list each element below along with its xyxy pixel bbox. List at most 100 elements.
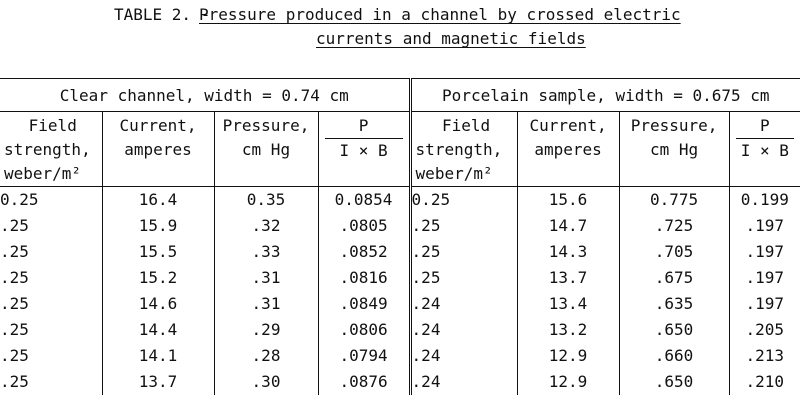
cell-p-ratio: .0849 <box>318 291 412 317</box>
cell-current: 12.9 <box>517 343 620 369</box>
col-header-pressure-line: Pressure, <box>222 116 310 135</box>
col-header-p-ratio: P I × B <box>729 111 800 187</box>
cell-pressure: .705 <box>619 239 730 265</box>
cell-pressure: .635 <box>619 291 730 317</box>
cell-p-ratio: .197 <box>745 216 785 235</box>
cell-field-strength: .25 <box>410 239 518 265</box>
cell-pressure: .28 <box>214 343 319 369</box>
col-header-field-line: weber/m² <box>415 164 493 183</box>
col-header-field-line: weber/m² <box>4 164 82 183</box>
col-header-pressure-line: cm Hg <box>241 140 291 159</box>
cell-field-strength: 0.25 <box>0 186 103 213</box>
cell-current: 13.2 <box>517 317 620 343</box>
cell-pressure: .675 <box>619 265 730 291</box>
col-header-field-line: strength, <box>415 140 503 159</box>
cell-current: 14.7 <box>517 213 620 239</box>
cell-field-strength: .24 <box>410 291 518 317</box>
col-header-pressure: Pressure, cm Hg <box>214 111 319 187</box>
col-header-field-line: Field <box>28 116 77 135</box>
cell-current: 13.7 <box>517 265 620 291</box>
cell-pressure: .33 <box>214 239 319 265</box>
col-header-current-line: amperes <box>124 140 192 159</box>
cell-current: 14.6 <box>102 291 215 317</box>
p-ratio-denominator: I × B <box>740 141 789 160</box>
cell-p-ratio: .0805 <box>318 213 412 239</box>
cell-current: 16.4 <box>102 186 215 213</box>
table-caption-part-2: currents and magnetic fields <box>316 29 586 48</box>
cell-p-ratio: .197 <box>745 268 785 287</box>
cell-current: 14.4 <box>102 317 215 343</box>
col-header-current: Current, amperes <box>517 111 620 187</box>
pressure-table: Clear channel, width = 0.74 cm Porcelain… <box>0 78 800 395</box>
cell-field-strength: .25 <box>0 265 103 291</box>
cell-field-strength: .25 <box>410 213 518 239</box>
col-header-field-line: Field <box>441 116 491 135</box>
cell-field-strength: .24 <box>410 369 518 395</box>
cell-pressure: 0.775 <box>619 186 730 213</box>
cell-field-strength: .24 <box>410 343 518 369</box>
cell-current: 15.6 <box>517 186 620 213</box>
cell-field-strength: .25 <box>0 317 103 343</box>
cell-field-strength: .25 <box>410 265 518 291</box>
cell-pressure: .31 <box>214 265 319 291</box>
cell-p-ratio: 0.0854 <box>318 186 412 213</box>
cell-current: 15.9 <box>102 213 215 239</box>
table-number: TABLE 2. - <box>114 5 211 24</box>
table-row: .25 14.1 .28 .0794 .24 12.9 .660 .213 <box>0 343 800 369</box>
cell-current: 15.2 <box>102 265 215 291</box>
group-header-clear-channel: Clear channel, width = 0.74 cm <box>0 78 412 112</box>
cell-p-ratio: .210 <box>745 372 785 391</box>
col-header-current-line: Current, <box>119 116 197 135</box>
cell-pressure: 0.35 <box>214 186 319 213</box>
col-header-current: Current, amperes <box>102 111 215 187</box>
cell-pressure: .32 <box>214 213 319 239</box>
p-ratio-denominator: I × B <box>339 141 388 160</box>
p-ratio-numerator: P <box>324 114 403 139</box>
cell-field-strength: .24 <box>410 317 518 343</box>
cell-pressure: .660 <box>619 343 730 369</box>
cell-pressure: .650 <box>619 369 730 395</box>
col-header-pressure: Pressure, cm Hg <box>619 111 730 187</box>
cell-current: 14.3 <box>517 239 620 265</box>
col-header-p-ratio: P I × B <box>318 111 412 187</box>
table-row: 0.25 16.4 0.35 0.0854 0.25 15.6 0.775 0.… <box>0 186 800 213</box>
cell-current: 15.5 <box>102 239 215 265</box>
cell-field-strength: .25 <box>0 369 103 395</box>
cell-pressure: .725 <box>619 213 730 239</box>
table-row: .25 14.4 .29 .0806 .24 13.2 .650 .205 <box>0 317 800 343</box>
cell-p-ratio: 0.199 <box>740 190 789 209</box>
cell-current: 14.1 <box>102 343 215 369</box>
cell-current: 13.4 <box>517 291 620 317</box>
cell-field-strength: .25 <box>0 213 103 239</box>
cell-current: 13.7 <box>102 369 215 395</box>
cell-field-strength: 0.25 <box>410 186 518 213</box>
table-row: .25 14.6 .31 .0849 .24 13.4 .635 .197 <box>0 291 800 317</box>
cell-pressure: .31 <box>214 291 319 317</box>
cell-pressure: .30 <box>214 369 319 395</box>
cell-p-ratio: .205 <box>745 320 785 339</box>
table-caption-part-1: Pressure produced in a channel by crosse… <box>199 5 681 24</box>
cell-pressure: .650 <box>619 317 730 343</box>
table-row: .25 15.9 .32 .0805 .25 14.7 .725 .197 <box>0 213 800 239</box>
cell-current: 12.9 <box>517 369 620 395</box>
cell-p-ratio: .0852 <box>318 239 412 265</box>
group-header-porcelain-sample: Porcelain sample, width = 0.675 cm <box>410 78 800 112</box>
col-header-field-line: strength, <box>4 140 91 159</box>
cell-p-ratio: .0794 <box>318 343 412 369</box>
cell-p-ratio: .0816 <box>318 265 412 291</box>
cell-p-ratio: .197 <box>745 242 785 261</box>
table-row: .25 15.2 .31 .0816 .25 13.7 .675 .197 <box>0 265 800 291</box>
col-header-current-line: amperes <box>534 140 602 159</box>
cell-pressure: .29 <box>214 317 319 343</box>
col-header-pressure-line: cm Hg <box>649 140 699 159</box>
col-header-pressure-line: Pressure, <box>630 116 718 135</box>
cell-p-ratio: .197 <box>745 294 785 313</box>
p-ratio-numerator: P <box>735 114 795 139</box>
cell-field-strength: .25 <box>0 343 103 369</box>
cell-p-ratio: .213 <box>745 346 785 365</box>
cell-field-strength: .25 <box>0 291 103 317</box>
cell-p-ratio: .0876 <box>318 369 412 395</box>
col-header-current-line: Current, <box>529 116 607 135</box>
table-row: .25 15.5 .33 .0852 .25 14.3 .705 .197 <box>0 239 800 265</box>
cell-field-strength: .25 <box>0 239 103 265</box>
